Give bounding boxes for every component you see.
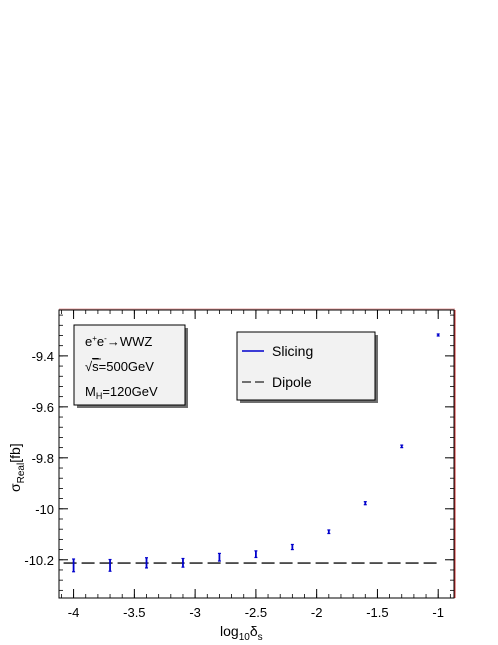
legend-slicing-label: Slicing	[272, 343, 313, 359]
x-tick-label: -3.5	[123, 605, 145, 620]
x-tick-label: -1.5	[366, 605, 388, 620]
slicing-point	[72, 558, 76, 573]
y-tick-label: -10.2	[24, 553, 54, 568]
y-tick-label: -10	[35, 502, 54, 517]
slicing-point	[400, 444, 404, 449]
slicing-point	[290, 543, 294, 551]
process-annotation-box: e+e-→WWZ √s=500GeV MH=120GeV	[73, 324, 188, 408]
y-tick-label: -9.8	[32, 451, 54, 466]
x-tick-label: -3	[189, 605, 201, 620]
y-tick-label: -9.6	[32, 400, 54, 415]
x-tick-label: -1	[432, 605, 444, 620]
slicing-series	[72, 333, 440, 573]
y-axis-title: σReal[fb]	[7, 443, 27, 492]
slicing-point	[363, 501, 367, 506]
slicing-point	[254, 550, 258, 559]
mass-label: MH=120GeV	[85, 384, 158, 401]
slicing-point	[217, 552, 221, 562]
x-tick-label: -2	[311, 605, 323, 620]
x-tick-label: -2.5	[245, 605, 267, 620]
legend: Slicing Dipole	[236, 331, 378, 403]
axis-ticks: -4 -3.5 -3 -2.5 -2 -1.5 -1 -10.2 -10 -9.8 -9.6 -9.4	[24, 310, 454, 620]
y-tick-label: -9.4	[32, 349, 54, 364]
slicing-point	[145, 557, 149, 569]
legend-dipole-label: Dipole	[272, 374, 312, 390]
slicing-point	[327, 529, 331, 535]
slicing-point	[181, 557, 185, 568]
plot-frame	[58, 309, 455, 599]
x-tick-label: -4	[68, 605, 80, 620]
slicing-point	[436, 333, 440, 337]
process-label: e+e-→WWZ	[85, 334, 152, 349]
slicing-point	[108, 558, 112, 572]
energy-label: √s=500GeV	[85, 359, 154, 374]
x-axis-title: log10δs	[220, 623, 263, 643]
